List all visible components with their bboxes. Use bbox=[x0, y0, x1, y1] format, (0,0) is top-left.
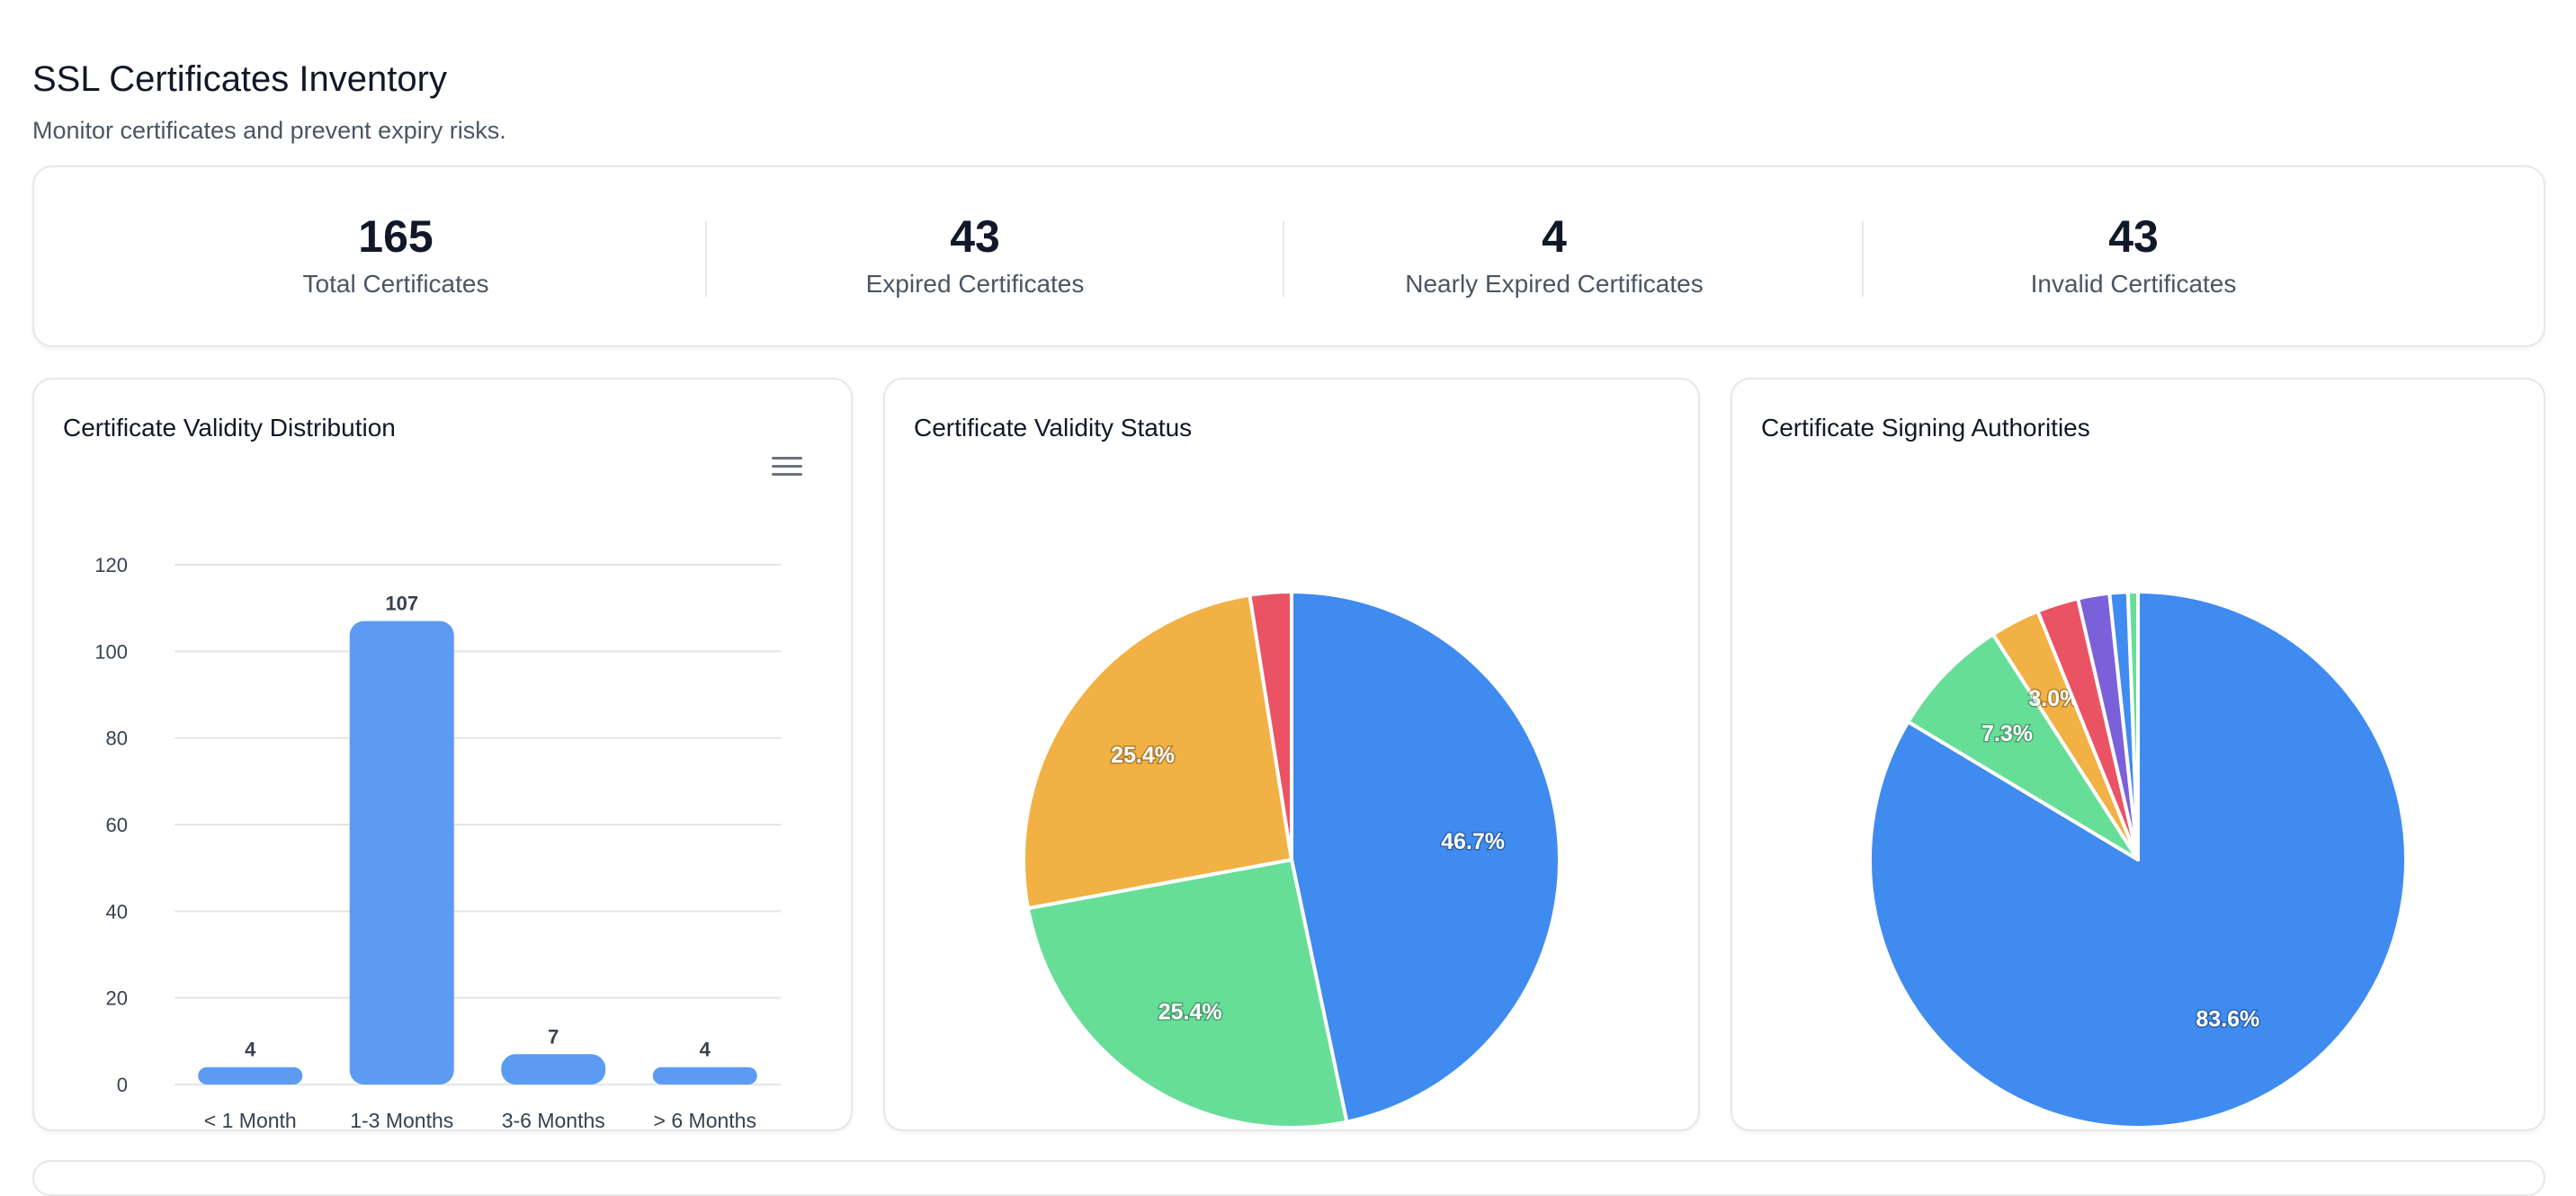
y-tick-label: 80 bbox=[106, 727, 128, 750]
menu-line bbox=[772, 457, 802, 460]
y-tick-label: 100 bbox=[94, 640, 128, 663]
y-tick-label: 0 bbox=[117, 1074, 128, 1096]
stat-total-certificates: 165 Total Certificates bbox=[108, 167, 684, 345]
stat-value: 165 bbox=[358, 211, 434, 262]
slice-label: 83.6% bbox=[2196, 1006, 2259, 1031]
stat-divider bbox=[705, 221, 707, 297]
bar-data-label: 4 bbox=[245, 1039, 256, 1061]
x-tick-label: 1-3 Months bbox=[350, 1109, 453, 1131]
stat-invalid-certificates: 43 Invalid Certificates bbox=[1846, 167, 2421, 345]
pie-slice bbox=[1906, 632, 2140, 861]
validity-status-chart: 46.7% 25.4% 25.4% bbox=[1022, 590, 1561, 1129]
stat-label: Nearly Expired Certificates bbox=[1405, 270, 1704, 298]
bar-data-label: 107 bbox=[385, 593, 418, 615]
slice-label: 25.4% bbox=[1111, 743, 1175, 768]
menu-line bbox=[772, 473, 802, 476]
pie-slice bbox=[2125, 590, 2140, 861]
chart-menu-icon[interactable] bbox=[772, 457, 802, 480]
stats-card: 165 Total Certificates 43 Expired Certif… bbox=[32, 165, 2545, 347]
bar bbox=[652, 1067, 757, 1084]
stat-label: Invalid Certificates bbox=[2030, 270, 2237, 298]
stat-divider bbox=[1862, 221, 1864, 297]
panel-title: Certificate Signing Authorities bbox=[1761, 414, 2090, 442]
slice-label: 7.3% bbox=[1981, 721, 2033, 746]
pie-slice bbox=[1248, 590, 1293, 861]
panel-title: Certificate Validity Distribution bbox=[63, 414, 396, 442]
stat-label: Total Certificates bbox=[302, 270, 489, 298]
bar-data-label: 7 bbox=[548, 1025, 559, 1048]
slice-label: 46.7% bbox=[1441, 829, 1505, 854]
bottom-card bbox=[32, 1160, 2545, 1196]
slice-label: 25.4% bbox=[1158, 999, 1222, 1024]
bar bbox=[198, 1067, 303, 1084]
bar bbox=[501, 1054, 606, 1084]
pie-slice bbox=[1025, 858, 1349, 1129]
menu-line bbox=[772, 465, 802, 468]
bar bbox=[349, 620, 454, 1084]
signing-authorities-panel: Certificate Signing Authorities 83.6% 7.3… bbox=[1731, 378, 2545, 1131]
y-tick-label: 120 bbox=[94, 554, 128, 576]
pie-slice bbox=[1290, 590, 1561, 1124]
validity-distribution-chart: 0 20 40 60 80 100 120 4 < 1 Month 107 1-3 Months 7 3… bbox=[94, 554, 781, 1131]
y-tick-label: 20 bbox=[106, 987, 128, 1010]
stat-value: 43 bbox=[2108, 211, 2159, 262]
validity-status-panel: Certificate Validity Status 46.7% 25.4% 25… bbox=[883, 378, 1700, 1131]
page-subtitle: Monitor certificates and prevent expiry … bbox=[32, 117, 506, 144]
stat-value: 43 bbox=[950, 211, 1000, 262]
stat-divider bbox=[1283, 221, 1284, 297]
page-title: SSL Certificates Inventory bbox=[32, 59, 447, 99]
x-tick-label: > 6 Months bbox=[654, 1109, 756, 1131]
panel-title: Certificate Validity Status bbox=[914, 414, 1193, 442]
bar-data-label: 4 bbox=[700, 1039, 711, 1061]
stat-expired-certificates: 43 Expired Certificates bbox=[687, 167, 1263, 345]
x-tick-label: < 1 Month bbox=[204, 1109, 297, 1131]
x-tick-label: 3-6 Months bbox=[502, 1109, 605, 1131]
stat-value: 4 bbox=[1542, 211, 1567, 262]
stat-label: Expired Certificates bbox=[865, 270, 1085, 298]
pie-slice bbox=[1022, 593, 1293, 910]
y-tick-label: 60 bbox=[106, 814, 128, 836]
stat-nearly-expired-certificates: 4 Nearly Expired Certificates bbox=[1266, 167, 1842, 345]
y-tick-label: 40 bbox=[106, 900, 128, 923]
signing-authorities-chart: 83.6%7.3%3.0% bbox=[1868, 590, 2408, 1129]
validity-distribution-panel: Certificate Validity Distribution 0 20 40 6… bbox=[32, 378, 853, 1131]
